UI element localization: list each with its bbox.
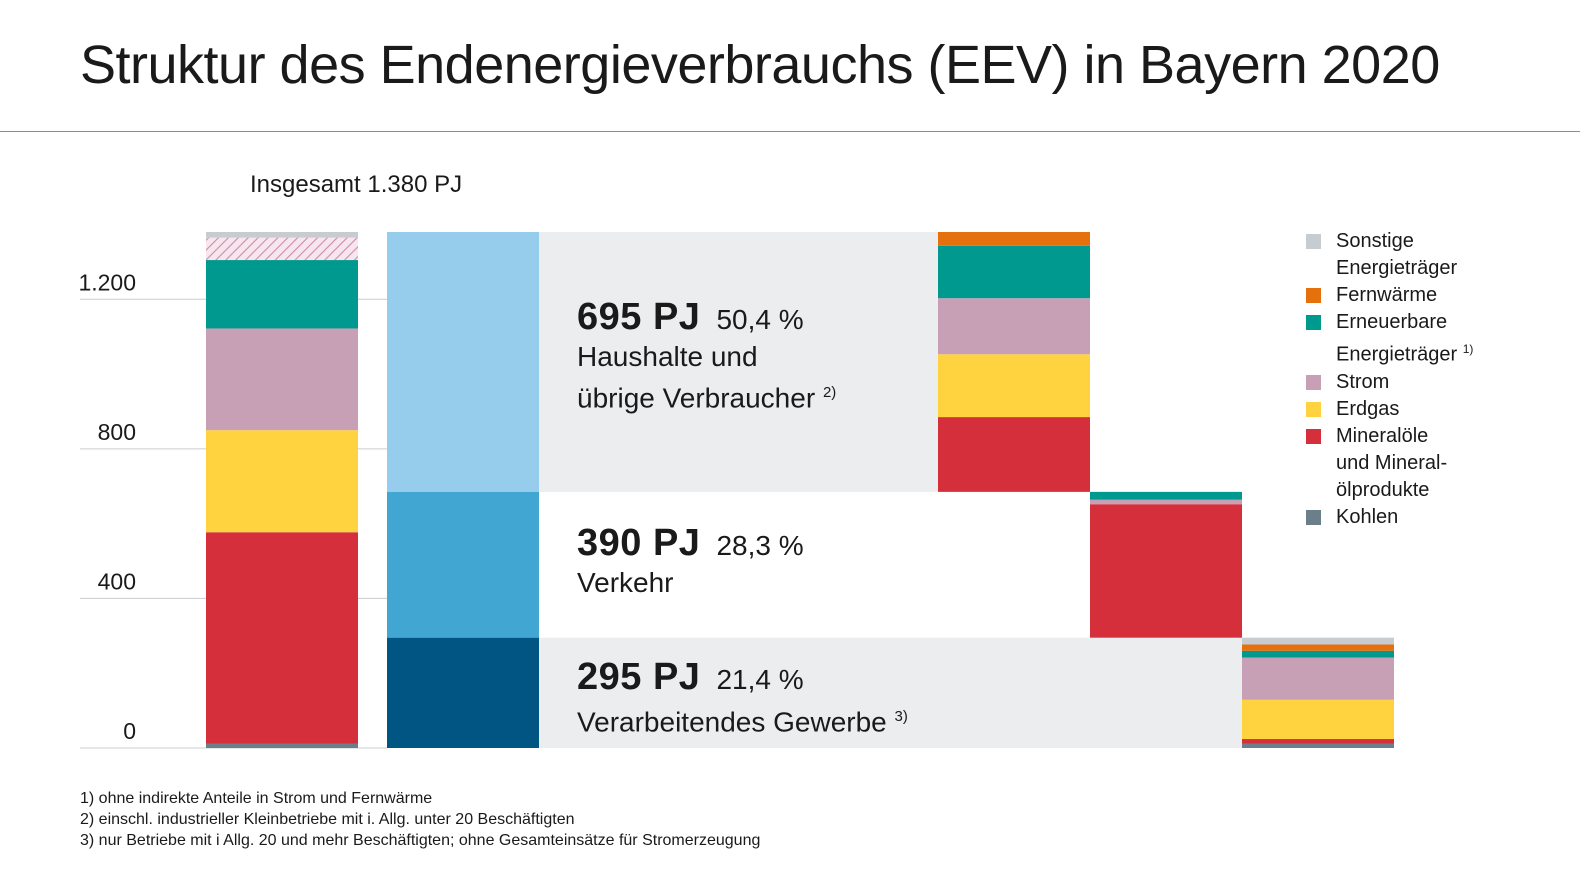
sector-percent: 21,4 % xyxy=(716,664,804,695)
sector-name: Verarbeitendes Gewerbe 3) xyxy=(577,706,908,738)
legend-label: Energieträger xyxy=(1336,257,1458,279)
breakdown-gewerbe-segment-sonstige xyxy=(1242,637,1394,645)
legend-swatch xyxy=(1306,288,1321,303)
legend-label: Mineralöle xyxy=(1336,424,1429,447)
y-tick-label: 0 xyxy=(123,718,136,744)
legend-swatch xyxy=(1306,401,1321,417)
legend-label: Kohlen xyxy=(1336,505,1399,528)
legend-label: ölprodukte xyxy=(1336,478,1430,501)
sector-name: übrige Verbraucher 2) xyxy=(577,382,837,414)
chart-title: Struktur des Endenergieverbrauchs (EEV) … xyxy=(80,35,1440,95)
total-bar-segment-kohlen xyxy=(206,743,358,748)
sector-panel-haushalte xyxy=(539,232,938,492)
footnote-marker: 2) xyxy=(822,384,837,401)
legend-label: Erneuerbare xyxy=(1336,311,1448,333)
total-bar-segment-fernwaerme xyxy=(206,237,358,261)
title-divider xyxy=(0,131,1580,132)
legend-swatch xyxy=(1306,428,1321,444)
legend-label: Strom xyxy=(1336,370,1390,393)
breakdown-verkehr-segment-mineraloele xyxy=(1090,504,1242,638)
total-bar-segment-erneuerbare xyxy=(206,260,358,329)
legend-swatch xyxy=(1306,234,1321,249)
legend-item-erneuerbare: Erneuerbare Energieträger 1) xyxy=(1306,309,1473,369)
legend-label: Erdgas xyxy=(1336,397,1400,420)
breakdown-verkehr-segment-erneuerbare xyxy=(1090,491,1242,500)
legend-swatch xyxy=(1306,374,1321,390)
sector-label-haushalte: 695 PJ 50,4 % Haushalte und übrige Verbrauc… xyxy=(577,296,836,416)
footnote-1: 1) ohne indirekte Anteile in Strom und F… xyxy=(80,790,433,807)
total-bar-segment-sonstige xyxy=(206,232,358,238)
total-bar-segment-mineraloele xyxy=(206,532,358,744)
sector-bar-segment-verkehr xyxy=(387,491,539,638)
footnote-3: 3) nur Betriebe mit i Allg. 20 und mehr … xyxy=(80,832,761,849)
footnotes: 1) ohne indirekte Anteile in Strom und F… xyxy=(80,788,760,851)
legend-swatch xyxy=(1306,315,1321,330)
breakdown-gewerbe-segment-kohlen xyxy=(1242,743,1394,748)
chart-canvas: 0 400 800 1.200 Insgesamt 1.380 PJ xyxy=(78,171,1394,749)
breakdown-haushalte-segment-erneuerbare xyxy=(938,245,1090,299)
bars xyxy=(206,232,1394,748)
sector-value: 695 PJ xyxy=(577,296,701,338)
breakdown-gewerbe-segment-erdgas xyxy=(1242,699,1394,740)
sector-percent: 50,4 % xyxy=(716,304,804,335)
legend-item-mineraloele: Mineralöle und Mineral-ölprodukte xyxy=(1306,423,1473,504)
legend-item-kohlen: Kohlen xyxy=(1306,504,1473,531)
footnote-marker: 3) xyxy=(894,708,908,725)
legend: Sonstige Energieträger Fernwärme Erneuerbar… xyxy=(1306,228,1473,531)
sector-value: 295 PJ xyxy=(577,656,701,698)
breakdown-verkehr-segment-strom xyxy=(1090,499,1242,505)
breakdown-haushalte-segment-mineraloele xyxy=(938,417,1090,492)
total-bar-segment-erdgas xyxy=(206,430,358,533)
legend-label: Energieträger 1) xyxy=(1336,342,1474,366)
sector-name: Haushalte und xyxy=(577,341,758,372)
legend-swatch xyxy=(1306,509,1321,525)
footnote-marker: 1) xyxy=(1462,342,1474,356)
legend-item-sonstige: Sonstige Energieträger xyxy=(1306,228,1473,282)
y-tick-label: 400 xyxy=(98,568,136,594)
legend-label: und Mineral- xyxy=(1336,451,1448,474)
total-bar-segment-strom xyxy=(206,328,358,431)
footnote-2: 2) einschl. industrieller Kleinbetriebe … xyxy=(80,811,575,828)
sector-value: 390 PJ xyxy=(577,522,701,564)
sector-label-verkehr: 390 PJ 28,3 % Verkehr xyxy=(577,522,804,601)
sector-label-gewerbe: 295 PJ 21,4 % Verarbeitendes Gewerbe 3) xyxy=(577,656,908,740)
breakdown-gewerbe-segment-strom xyxy=(1242,657,1394,700)
y-tick-label: 800 xyxy=(98,419,136,445)
total-label: Insgesamt 1.380 PJ xyxy=(250,171,462,198)
breakdown-haushalte-segment-erdgas xyxy=(938,354,1090,418)
sector-percent: 28,3 % xyxy=(716,530,804,561)
sector-name: Verkehr xyxy=(577,567,674,598)
breakdown-haushalte-segment-strom xyxy=(938,298,1090,355)
sector-bar-segment-haushalte xyxy=(387,232,539,492)
legend-item-erdgas: Erdgas xyxy=(1306,396,1473,423)
legend-item-strom: Strom xyxy=(1306,369,1473,396)
breakdown-gewerbe-segment-mineraloele xyxy=(1242,739,1394,744)
breakdown-haushalte-segment-fernwaerme xyxy=(938,232,1090,246)
legend-label: Fernwärme xyxy=(1336,284,1438,306)
breakdown-gewerbe-segment-erneuerbare xyxy=(1242,650,1394,658)
legend-item-fernwaerme: Fernwärme xyxy=(1306,282,1473,309)
y-tick-label: 1.200 xyxy=(78,269,136,295)
breakdown-gewerbe-segment-fernwaerme xyxy=(1242,644,1394,651)
legend-label: Sonstige xyxy=(1336,230,1414,252)
sector-bar-segment-gewerbe xyxy=(387,637,539,748)
